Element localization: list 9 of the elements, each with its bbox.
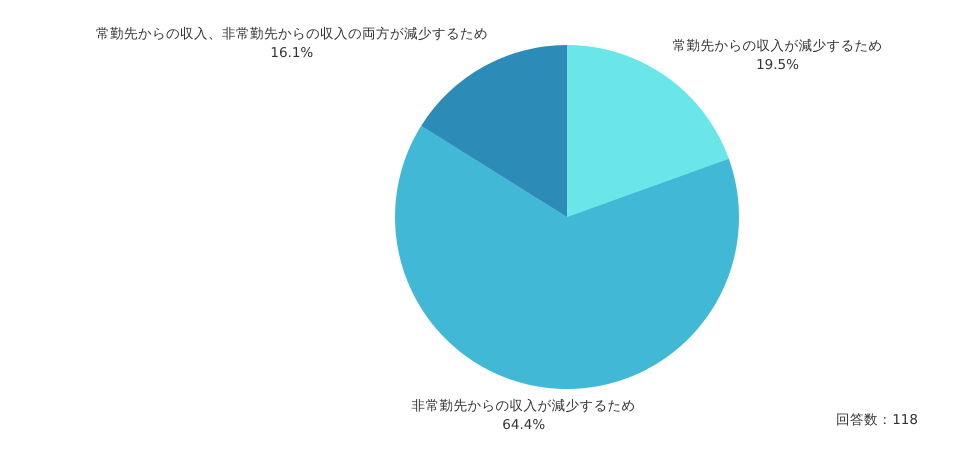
pie-slice [395,126,739,389]
slice-label: 常勤先からの収入、非常勤先からの収入の両方が減少するため [96,26,488,42]
pie-slice [421,45,567,217]
data-label: 64.4% [502,416,546,433]
data-label: 19.5% [756,57,800,74]
text: 回答数：118 [836,412,918,428]
slice-label: 常勤先からの収入が減少するため [672,38,882,54]
data-label: 16.1% [270,45,314,62]
slice-label: 非常勤先からの収入が減少するため [412,398,636,414]
